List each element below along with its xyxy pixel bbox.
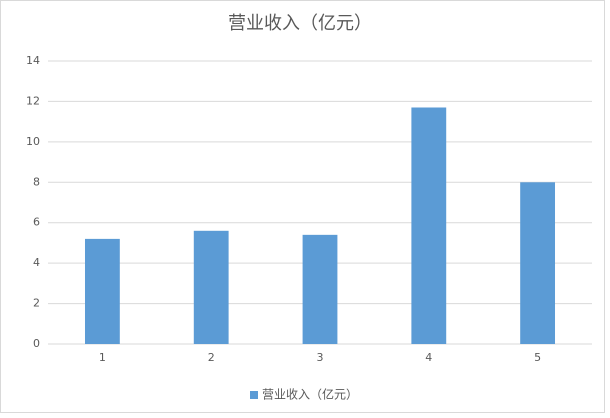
y-tick-label: 2 — [33, 297, 40, 310]
x-tick-label: 3 — [317, 351, 324, 364]
y-tick-label: 0 — [33, 337, 40, 350]
y-tick-label: 8 — [33, 175, 40, 188]
bar — [520, 182, 556, 344]
legend-swatch — [250, 391, 258, 399]
x-tick-label: 5 — [534, 351, 541, 364]
y-tick-label: 12 — [26, 94, 40, 107]
bar — [411, 107, 447, 344]
x-tick-label: 4 — [425, 351, 432, 364]
bar — [302, 234, 338, 344]
chart-frame — [0, 0, 605, 413]
x-tick-label: 1 — [99, 351, 106, 364]
x-tick-label: 2 — [208, 351, 215, 364]
y-tick-label: 10 — [26, 135, 40, 148]
chart-title: 营业收入（亿元） — [228, 13, 372, 34]
bar — [84, 238, 120, 344]
y-tick-label: 4 — [33, 256, 40, 269]
bar — [193, 230, 229, 344]
y-tick-label: 6 — [33, 216, 40, 229]
legend-label: 营业收入（亿元） — [262, 387, 358, 402]
y-tick-label: 14 — [26, 54, 40, 67]
